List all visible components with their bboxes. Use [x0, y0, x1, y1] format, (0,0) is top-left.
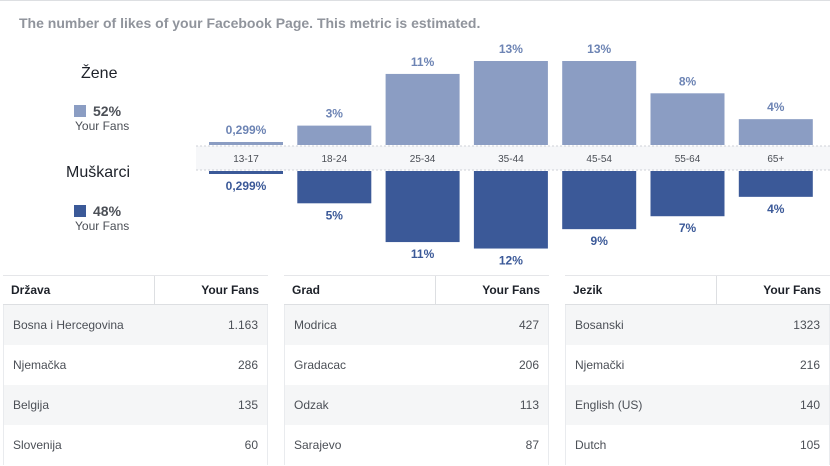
table-row: Modrica 427 [285, 305, 548, 345]
age-gender-chart: 0,299% 0,299% 13-17 3% 5% 18-24 11% 11% 25-34 13%… [196, 42, 830, 268]
table-row: Njemačka 286 [4, 345, 267, 385]
row-name: Sarajevo [294, 438, 342, 452]
city-fans-col-header[interactable]: Your Fans [482, 283, 540, 297]
row-value: 113 [519, 398, 539, 412]
legend-men-pct: 48% [93, 203, 122, 219]
bar-women-13-17 [209, 142, 283, 145]
tick-label-35-44: 35-44 [498, 154, 524, 165]
data-label-women-18-24: 3% [326, 107, 344, 121]
bar-women-25-34 [385, 73, 460, 145]
data-label-women-35-44: 13% [499, 42, 523, 56]
city-table-header: Grad Your Fans [284, 275, 549, 305]
bar-women-55-64 [650, 93, 725, 145]
legend-women: 52% [74, 103, 121, 119]
data-label-men-18-24: 5% [326, 208, 344, 222]
row-name: Bosanski [575, 318, 624, 332]
table-row: Gradacac 206 [285, 345, 548, 385]
legend-men-swatch [74, 205, 86, 217]
table-row: Sarajevo 87 [285, 425, 548, 465]
row-name: Njemačka [13, 358, 67, 372]
country-fans-col-header[interactable]: Your Fans [201, 283, 259, 297]
tick-label-55-64: 55-64 [675, 154, 701, 165]
table-row: Belgija 135 [4, 385, 267, 425]
tick-label-45-54: 45-54 [586, 154, 612, 165]
bar-men-65+ [738, 171, 813, 197]
row-value: 286 [237, 358, 258, 372]
bar-women-35-44 [473, 61, 548, 145]
data-label-women-25-34: 11% [411, 55, 435, 69]
data-label-men-65+: 4% [767, 202, 785, 216]
table-row: Bosna i Hercegovina 1.163 [4, 305, 267, 345]
bar-men-13-17 [209, 171, 283, 174]
table-row: Slovenija 60 [4, 425, 267, 465]
data-label-women-13-17: 0,299% [226, 123, 267, 137]
row-value: 135 [237, 398, 258, 412]
legend-women-sub: Your Fans [75, 119, 130, 133]
language-table-header: Jezik Your Fans [565, 275, 830, 305]
legend-women-pct: 52% [93, 103, 122, 119]
data-label-men-35-44: 12% [499, 254, 523, 268]
data-label-women-65+: 4% [767, 100, 785, 114]
axis-band [196, 146, 830, 170]
row-value: 140 [799, 398, 820, 412]
row-value: 427 [518, 318, 539, 332]
chart-title: The number of likes of your Facebook Pag… [19, 15, 481, 31]
row-name: Dutch [575, 438, 607, 452]
row-name: Bosna i Hercegovina [13, 318, 124, 332]
legend-men-sub: Your Fans [75, 219, 130, 233]
data-label-women-45-54: 13% [587, 42, 611, 56]
table-row: Bosanski 1323 [566, 305, 829, 345]
bar-women-45-54 [562, 61, 637, 145]
row-name: English (US) [575, 398, 643, 412]
legend-men: 48% [74, 203, 121, 219]
row-name: Modrica [294, 318, 337, 332]
row-value: 1.163 [227, 318, 258, 332]
row-value: 216 [799, 358, 820, 372]
data-label-men-13-17: 0,299% [226, 179, 267, 193]
row-name: Gradacac [294, 358, 347, 372]
language-col-header[interactable]: Jezik [565, 276, 717, 304]
legend-men-label: Muškarci [66, 164, 131, 181]
top-border [0, 0, 830, 1]
tick-label-13-17: 13-17 [233, 154, 259, 165]
table-row: Dutch 105 [566, 425, 829, 465]
legend-women-swatch [74, 105, 86, 117]
data-label-men-55-64: 7% [679, 221, 697, 235]
row-name: Belgija [13, 398, 50, 412]
legend-women-label: Žene [81, 65, 118, 82]
bar-men-45-54 [562, 171, 637, 230]
tick-label-25-34: 25-34 [410, 154, 436, 165]
country-table: Država Your Fans Bosna i Hercegovina 1.16… [3, 275, 268, 466]
table-row: Odzak 113 [285, 385, 548, 425]
data-label-men-25-34: 11% [411, 247, 435, 261]
country-table-header: Država Your Fans [3, 275, 268, 305]
row-name: Njemački [575, 358, 625, 372]
city-col-header[interactable]: Grad [284, 276, 436, 304]
row-value: 105 [799, 438, 820, 452]
bar-women-65+ [738, 119, 813, 145]
bar-men-35-44 [473, 171, 548, 249]
city-table: Grad Your Fans Modrica 427 Gradacac 206 Od… [284, 275, 549, 466]
row-value: 206 [518, 358, 539, 372]
bar-men-25-34 [385, 171, 460, 243]
bar-women-18-24 [297, 125, 372, 145]
tick-label-65+: 65+ [767, 154, 784, 165]
row-name: Odzak [294, 398, 329, 412]
tick-label-18-24: 18-24 [322, 154, 348, 165]
table-row: English (US) 140 [566, 385, 829, 425]
data-label-men-45-54: 9% [591, 234, 609, 248]
language-fans-col-header[interactable]: Your Fans [763, 283, 821, 297]
table-row: Njemački 216 [566, 345, 829, 385]
row-value: 60 [244, 438, 258, 452]
bar-men-18-24 [297, 171, 372, 204]
row-value: 87 [525, 438, 539, 452]
language-table: Jezik Your Fans Bosanski 1323 Njemački 216… [565, 275, 830, 466]
bar-men-55-64 [650, 171, 725, 217]
data-label-women-55-64: 8% [679, 74, 697, 88]
country-col-header[interactable]: Država [3, 276, 155, 304]
row-value: 1323 [793, 318, 820, 332]
row-name: Slovenija [13, 438, 62, 452]
